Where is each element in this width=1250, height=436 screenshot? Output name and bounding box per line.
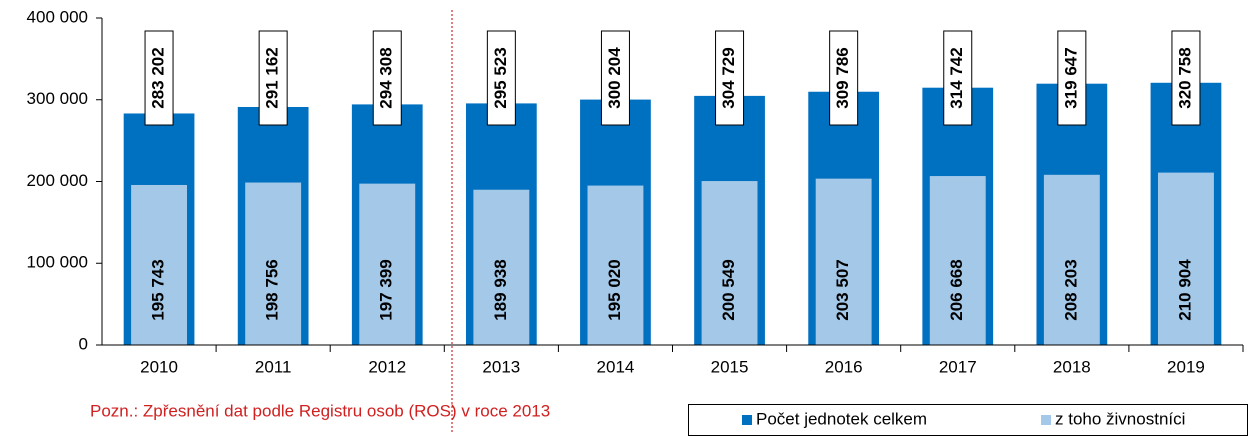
- value-label: 200 549: [719, 259, 738, 320]
- value-label: 206 668: [947, 259, 966, 320]
- y-tick-label: 0: [79, 334, 88, 353]
- y-tick-label: 300 000: [27, 89, 88, 108]
- value-label-box: [1057, 30, 1087, 126]
- value-label: 198 756: [263, 259, 282, 320]
- legend-box: [688, 404, 1248, 436]
- x-tick-label: 2017: [939, 357, 977, 376]
- value-label: 294 308: [377, 47, 396, 108]
- bar: [473, 189, 530, 345]
- value-label: 309 786: [833, 47, 852, 108]
- x-tick-label: 2016: [825, 357, 863, 376]
- bar: [815, 178, 872, 345]
- value-label: 197 399: [377, 259, 396, 320]
- value-label: 208 203: [1061, 259, 1080, 320]
- legend-swatch: [742, 415, 752, 425]
- bar: [587, 185, 644, 345]
- value-label-box: [1171, 30, 1201, 126]
- value-label: 314 742: [947, 47, 966, 108]
- legend-swatch: [1041, 415, 1051, 425]
- value-label-box: [258, 30, 288, 126]
- value-label: 210 904: [1175, 259, 1194, 321]
- value-label: 291 162: [263, 47, 282, 108]
- x-tick-label: 2015: [711, 357, 749, 376]
- bar: [359, 183, 416, 345]
- value-label: 195 743: [149, 259, 168, 320]
- value-label-box: [372, 30, 402, 126]
- value-label-box: [829, 30, 859, 126]
- y-tick-label: 200 000: [27, 171, 88, 190]
- x-tick-label: 2011: [255, 357, 292, 376]
- bar: [131, 184, 188, 345]
- x-tick-label: 2018: [1053, 357, 1091, 376]
- annotation: Pozn.: Zpřesnění dat podle Registru osob…: [90, 401, 550, 420]
- x-tick-label: 2014: [597, 357, 635, 376]
- value-label: 319 647: [1061, 47, 1080, 108]
- bar: [1157, 172, 1214, 345]
- value-label: 300 204: [605, 47, 624, 109]
- bar: [1043, 174, 1100, 345]
- value-label-box: [144, 30, 174, 126]
- value-label: 304 729: [719, 47, 738, 108]
- value-label-box: [486, 30, 516, 126]
- value-label: 295 523: [491, 47, 510, 108]
- x-tick-label: 2012: [368, 357, 406, 376]
- value-label: 320 758: [1175, 47, 1194, 108]
- value-label-box: [715, 30, 745, 126]
- legend-label: z toho živnostníci: [1055, 409, 1185, 428]
- bar: [929, 176, 986, 345]
- x-tick-label: 2010: [140, 357, 178, 376]
- y-tick-label: 400 000: [27, 7, 88, 26]
- bar: [245, 182, 302, 345]
- y-tick-label: 100 000: [27, 253, 88, 272]
- x-tick-label: 2013: [482, 357, 520, 376]
- bar: [701, 181, 758, 345]
- value-label: 203 507: [833, 259, 852, 320]
- value-label-box: [600, 30, 630, 126]
- legend-label: Počet jednotek celkem: [756, 409, 927, 428]
- value-label: 283 202: [149, 47, 168, 108]
- value-label-box: [943, 30, 973, 126]
- value-label: 189 938: [491, 259, 510, 320]
- value-label: 195 020: [605, 259, 624, 320]
- x-tick-label: 2019: [1167, 357, 1205, 376]
